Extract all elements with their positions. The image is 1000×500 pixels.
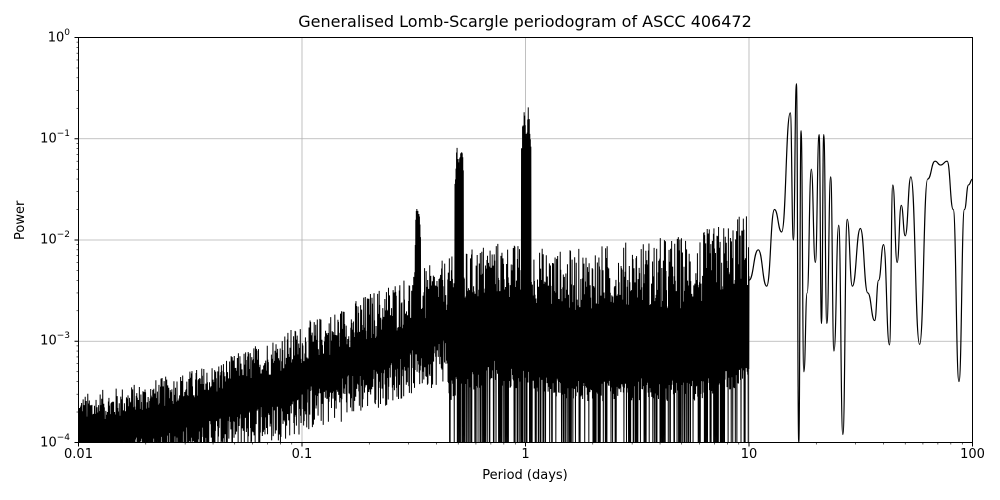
x-tick-label: 0.1 [291, 447, 313, 462]
x-tick-label: 1 [521, 447, 530, 462]
axis-ticks [74, 37, 973, 447]
x-tick-label: 10 [740, 447, 758, 462]
y-axis-label: Power [13, 200, 28, 240]
x-axis-label: Period (days) [482, 468, 568, 483]
x-tick-label: 0.01 [64, 447, 93, 462]
y-tick-label: 10−1 [40, 128, 70, 147]
y-tick-label: 10−4 [40, 432, 70, 450]
power-series [78, 83, 973, 444]
chart-title: Generalised Lomb-Scargle periodogram of … [298, 12, 752, 31]
y-tick-label: 100 [47, 27, 70, 45]
x-tick-label: 100 [960, 447, 985, 462]
y-tick-label: 10−3 [40, 331, 70, 349]
y-tick-label: 10−2 [40, 230, 70, 248]
